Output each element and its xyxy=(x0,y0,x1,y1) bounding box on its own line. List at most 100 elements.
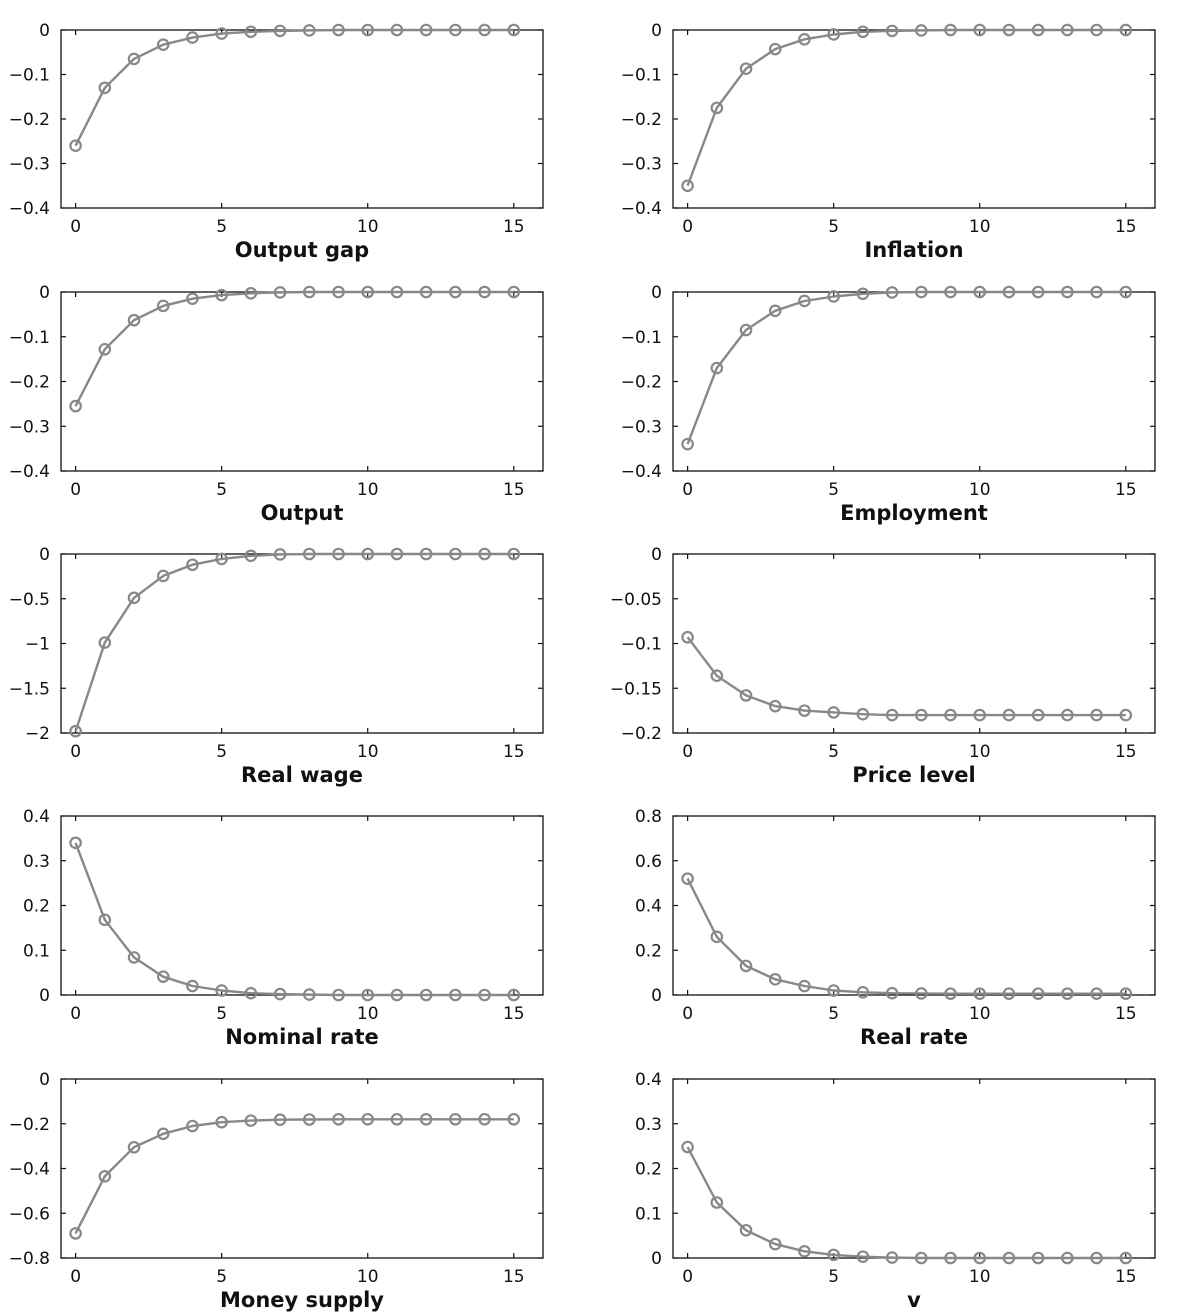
data-point xyxy=(215,552,228,566)
data-point xyxy=(739,1223,753,1237)
data-point xyxy=(944,1251,957,1265)
x-tick-label: 15 xyxy=(503,742,525,762)
data-point xyxy=(361,547,375,561)
data-point xyxy=(303,547,316,561)
data-point xyxy=(186,292,199,306)
data-point xyxy=(885,986,899,1000)
data-point xyxy=(507,988,521,1002)
data-point xyxy=(739,959,753,973)
data-point xyxy=(1031,285,1045,299)
y-tick-label: −0.4 xyxy=(9,199,50,219)
data-point xyxy=(739,62,753,76)
data-point xyxy=(215,984,228,997)
data-point xyxy=(1002,987,1016,1000)
data-point xyxy=(1119,987,1133,1000)
data-point xyxy=(798,704,811,717)
chart-title: Output xyxy=(261,501,344,525)
data-point xyxy=(768,699,782,713)
x-tick-label: 10 xyxy=(357,1267,379,1287)
data-point xyxy=(944,987,957,1000)
plot-frame xyxy=(672,815,1156,996)
x-tick-label: 0 xyxy=(70,1267,81,1287)
data-point xyxy=(1002,23,1016,37)
x-tick-label: 15 xyxy=(1115,217,1137,237)
data-point xyxy=(69,1227,82,1240)
data-point xyxy=(419,988,433,1002)
data-point xyxy=(681,179,694,193)
x-tick-label: 5 xyxy=(216,1004,227,1024)
x-tick-label: 5 xyxy=(216,742,227,762)
series-line xyxy=(74,552,514,732)
y-tick-label: −0.4 xyxy=(9,1160,50,1180)
y-tick-label: −0.1 xyxy=(621,635,662,655)
chart-title: Real rate xyxy=(860,1025,968,1049)
data-point xyxy=(1031,23,1045,37)
x-tick-label: 15 xyxy=(503,1267,525,1287)
x-tick-label: 0 xyxy=(70,217,81,237)
data-point xyxy=(332,285,345,299)
data-point xyxy=(798,33,811,46)
data-point xyxy=(390,285,404,299)
data-point xyxy=(915,1251,928,1265)
y-tick-label: 0 xyxy=(39,21,50,41)
chart-panel-3: 0 −0.1 −0.2 −0.3 −0.4 0 5 10 15 Output xyxy=(9,283,544,525)
chart-title: Inflation xyxy=(864,238,963,262)
data-point xyxy=(156,569,170,583)
data-point xyxy=(332,23,345,37)
y-tick-label: 0 xyxy=(651,986,662,1006)
data-point xyxy=(507,1112,521,1126)
y-tick-label: 0.4 xyxy=(635,1070,662,1090)
y-tick-label: 0.3 xyxy=(635,1115,662,1135)
data-point xyxy=(1061,285,1074,299)
data-point xyxy=(1090,23,1103,37)
data-point xyxy=(478,285,491,299)
data-point xyxy=(98,342,112,356)
data-point xyxy=(244,1114,258,1127)
plot-frame xyxy=(60,815,544,996)
data-point xyxy=(827,706,840,719)
y-tick-label: −0.3 xyxy=(9,417,50,437)
data-point xyxy=(944,23,957,37)
data-point xyxy=(856,25,870,39)
x-tick-label: 10 xyxy=(969,480,991,500)
y-tick-label: −0.1 xyxy=(621,66,662,86)
data-point xyxy=(390,547,404,561)
data-point xyxy=(915,708,928,722)
y-tick-label: 0 xyxy=(651,1249,662,1269)
data-point xyxy=(69,139,82,152)
data-point xyxy=(69,836,82,850)
data-point xyxy=(186,1119,199,1133)
data-point xyxy=(186,31,199,44)
data-point xyxy=(303,988,316,1001)
data-point xyxy=(798,979,811,993)
data-point xyxy=(332,1112,345,1126)
plot-frame xyxy=(60,29,544,209)
chart-panel-6: 0 −0.05 −0.1 −0.15 −0.2 0 5 10 15 Price level xyxy=(610,545,1156,787)
series-line xyxy=(74,290,514,407)
x-tick-label: 10 xyxy=(969,742,991,762)
y-tick-label: 0.2 xyxy=(635,1160,662,1180)
data-point xyxy=(361,1112,375,1126)
data-point xyxy=(856,707,870,721)
y-tick-label: −0.2 xyxy=(9,110,50,130)
plot-frame xyxy=(60,291,544,472)
data-point xyxy=(478,23,491,37)
data-point xyxy=(1090,1251,1103,1265)
data-point xyxy=(507,285,521,299)
data-point xyxy=(390,1112,404,1126)
y-tick-label: 0.1 xyxy=(23,941,50,961)
data-point xyxy=(244,25,258,39)
data-point xyxy=(127,591,141,605)
y-tick-label: −0.2 xyxy=(9,1115,50,1135)
y-tick-label: 0 xyxy=(651,545,662,565)
data-point xyxy=(915,24,928,37)
data-point xyxy=(1119,23,1133,37)
data-point xyxy=(973,1251,987,1265)
data-point xyxy=(1119,1251,1133,1265)
data-point xyxy=(69,724,82,738)
x-tick-label: 15 xyxy=(1115,480,1137,500)
chart-panel-1: 0 −0.1 −0.2 −0.3 −0.4 0 5 10 15 Output gap xyxy=(9,21,544,262)
series-line xyxy=(74,842,514,997)
data-point xyxy=(739,323,753,337)
data-point xyxy=(127,951,141,964)
